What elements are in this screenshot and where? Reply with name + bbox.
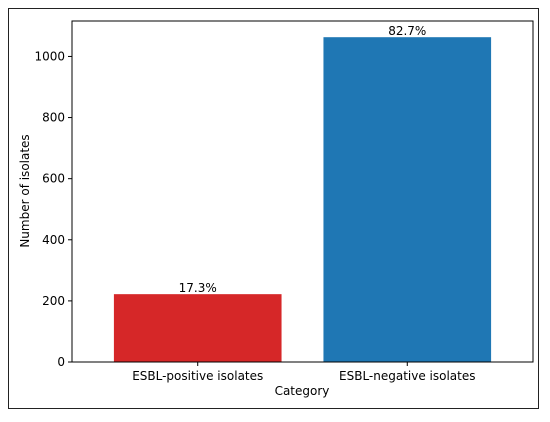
figure-frame <box>8 8 539 409</box>
data-label: 82.7% <box>388 24 426 38</box>
x-tick-label: ESBL-negative isolates <box>339 369 476 383</box>
y-tick-label: 400 <box>42 233 65 247</box>
y-ticks: 0 200 400 600 800 1000 <box>34 49 72 369</box>
y-tick-label: 0 <box>57 355 65 369</box>
bars-layer <box>113 37 492 362</box>
x-tick-label: ESBL-positive isolates <box>132 369 263 383</box>
y-tick-label: 1000 <box>34 49 65 63</box>
plot-area-border <box>71 20 534 363</box>
data-label: 17.3% <box>179 281 217 295</box>
y-axis-title: Number of isolates <box>18 134 32 247</box>
y-tick-label: 600 <box>42 172 65 186</box>
data-labels: 17.3% 82.7% <box>179 24 427 295</box>
bar-esbl-positive <box>113 294 282 362</box>
x-axis-title: Category <box>275 384 330 398</box>
axes-layer <box>71 20 534 363</box>
bar-esbl-negative <box>323 37 492 362</box>
x-ticks: ESBL-positive isolates ESBL-negative isol… <box>132 362 476 383</box>
y-tick-label: 200 <box>42 294 65 308</box>
y-tick-label: 800 <box>42 111 65 125</box>
